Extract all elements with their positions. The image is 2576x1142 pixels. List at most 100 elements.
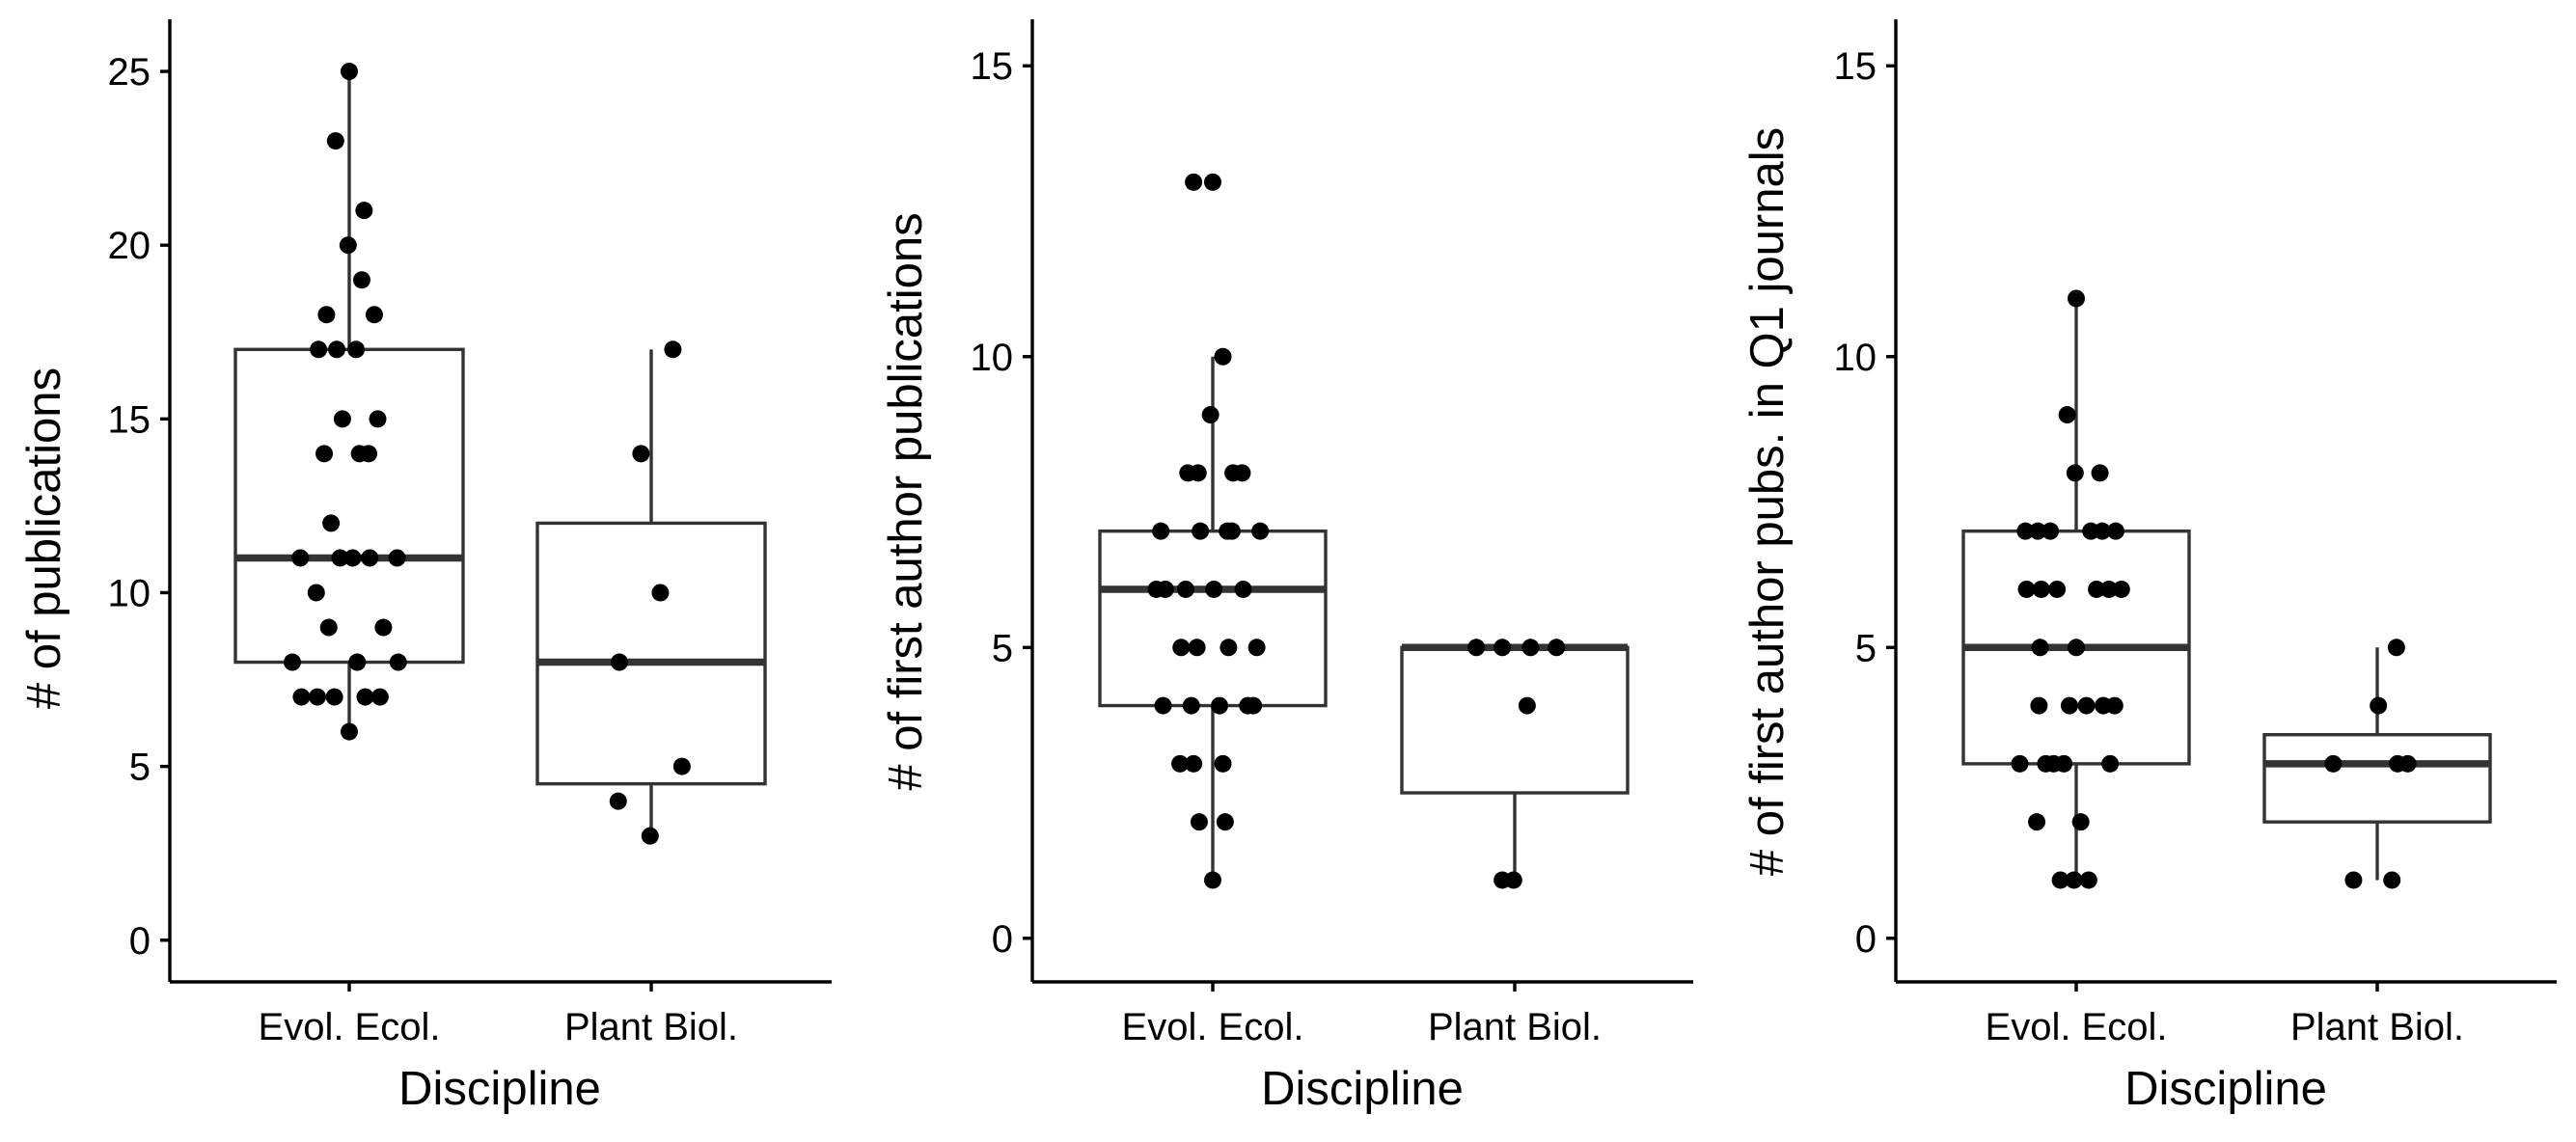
data-point-plant-biol [2344, 871, 2363, 889]
data-point-evol-ecol [284, 653, 301, 671]
data-point-evol-ecol [1185, 754, 1203, 773]
x-axis-title: Discipline [2124, 1063, 2327, 1115]
data-point-evol-ecol [370, 688, 389, 706]
data-point-evol-ecol [355, 202, 373, 220]
y-tick-label: 20 [108, 225, 151, 267]
x-tick-label-plant-biol: Plant Biol. [2290, 1006, 2464, 1048]
data-point-evol-ecol [2065, 871, 2083, 889]
y-tick-label: 0 [1855, 918, 1877, 961]
data-point-evol-ecol [365, 306, 383, 324]
data-point-plant-biol [1518, 696, 1536, 715]
box-evol-ecol [1098, 529, 1328, 708]
data-point-evol-ecol [2112, 580, 2130, 598]
data-point-plant-biol [672, 757, 691, 775]
data-point-evol-ecol [2088, 580, 2106, 598]
data-point-evol-ecol [2058, 406, 2076, 424]
x-axis-title: Discipline [1261, 1063, 1464, 1115]
data-point-evol-ecol [2042, 522, 2060, 540]
data-point-evol-ecol [1188, 639, 1206, 657]
panel-publications: # of publications Discipline Evol. Ecol.… [18, 19, 832, 1115]
data-point-evol-ecol [308, 688, 326, 706]
data-point-evol-ecol [2028, 813, 2046, 831]
data-point-evol-ecol [1152, 522, 1170, 540]
data-point-evol-ecol [341, 63, 358, 81]
y-tick-label: 10 [1834, 337, 1877, 379]
x-tick-label-evol-ecol: Evol. Ecol. [1122, 1006, 1304, 1048]
data-point-evol-ecol [1201, 406, 1219, 424]
data-point-evol-ecol [1185, 173, 1203, 191]
data-point-evol-ecol [374, 618, 393, 637]
data-point-plant-biol [1467, 639, 1486, 657]
data-point-evol-ecol [1219, 639, 1238, 657]
y-tick-label: 15 [1834, 45, 1877, 88]
data-point-evol-ecol [2055, 754, 2073, 773]
data-point-evol-ecol [2051, 871, 2069, 889]
data-point-evol-ecol [389, 653, 407, 671]
data-point-evol-ecol [317, 306, 336, 324]
data-point-plant-biol [609, 792, 627, 810]
data-point-evol-ecol [2016, 522, 2035, 540]
data-point-evol-ecol [1172, 639, 1191, 657]
data-point-evol-ecol [2048, 580, 2067, 598]
data-point-evol-ecol [1156, 580, 1174, 598]
box-plant-biol [1400, 645, 1630, 795]
data-point-evol-ecol [1190, 813, 1208, 831]
data-point-evol-ecol [1247, 639, 1266, 657]
data-point-plant-biol [1521, 639, 1540, 657]
data-point-evol-ecol [361, 549, 379, 567]
x-tick-label-evol-ecol: Evol. Ecol. [1986, 1006, 2168, 1048]
data-point-plant-biol [610, 653, 628, 671]
data-point-evol-ecol [1154, 696, 1172, 715]
data-point-plant-biol [2383, 871, 2401, 889]
data-point-evol-ecol [1182, 696, 1200, 715]
data-point-evol-ecol [341, 722, 358, 741]
y-tick-label: 15 [971, 45, 1014, 88]
data-point-evol-ecol [2093, 522, 2111, 540]
data-point-plant-biol [632, 445, 650, 463]
data-point-evol-ecol [348, 653, 367, 671]
data-point-plant-biol [2370, 696, 2388, 715]
data-point-evol-ecol [326, 132, 344, 150]
data-point-evol-ecol [315, 445, 334, 463]
data-point-evol-ecol [2077, 696, 2096, 715]
data-point-evol-ecol [2030, 696, 2048, 715]
data-point-evol-ecol [1216, 813, 1234, 831]
data-point-evol-ecol [2079, 871, 2097, 889]
data-point-evol-ecol [1233, 464, 1251, 482]
panel-first-author-publications: # of first author publications Disciplin… [880, 19, 1693, 1115]
data-point-plant-biol [2398, 754, 2417, 773]
data-point-evol-ecol [2105, 696, 2124, 715]
data-point-evol-ecol [2017, 580, 2036, 598]
data-point-evol-ecol [1171, 754, 1190, 773]
data-point-evol-ecol [331, 549, 349, 567]
y-tick-label: 10 [971, 337, 1014, 379]
data-point-evol-ecol [1245, 696, 1263, 715]
data-point-evol-ecol [2031, 639, 2049, 657]
data-point-evol-ecol [347, 340, 366, 359]
data-point-plant-biol [2324, 754, 2343, 773]
data-point-evol-ecol [1214, 347, 1232, 366]
data-point-evol-ecol [2029, 522, 2047, 540]
y-axis-title: # of first author pubs. in Q1 journals [1741, 127, 1794, 876]
data-point-evol-ecol [1176, 580, 1194, 598]
data-point-evol-ecol [322, 514, 341, 532]
y-tick-label: 5 [992, 627, 1013, 669]
data-point-evol-ecol [2101, 754, 2120, 773]
data-point-evol-ecol [388, 549, 406, 567]
data-point-plant-biol [2387, 639, 2405, 657]
data-point-evol-ecol [360, 445, 378, 463]
data-point-evol-ecol [2060, 696, 2078, 715]
y-tick-label: 15 [108, 398, 151, 441]
data-point-evol-ecol [2066, 464, 2084, 482]
x-axis-title: Discipline [398, 1063, 601, 1115]
data-point-evol-ecol [1189, 464, 1207, 482]
data-point-plant-biol [651, 584, 670, 602]
data-point-plant-biol [1504, 871, 1522, 889]
data-point-evol-ecol [1222, 522, 1241, 540]
data-point-evol-ecol [328, 340, 346, 359]
data-point-evol-ecol [1234, 580, 1252, 598]
y-tick-label: 25 [108, 51, 151, 94]
data-point-evol-ecol [319, 618, 338, 637]
box-plant-biol [535, 521, 767, 786]
